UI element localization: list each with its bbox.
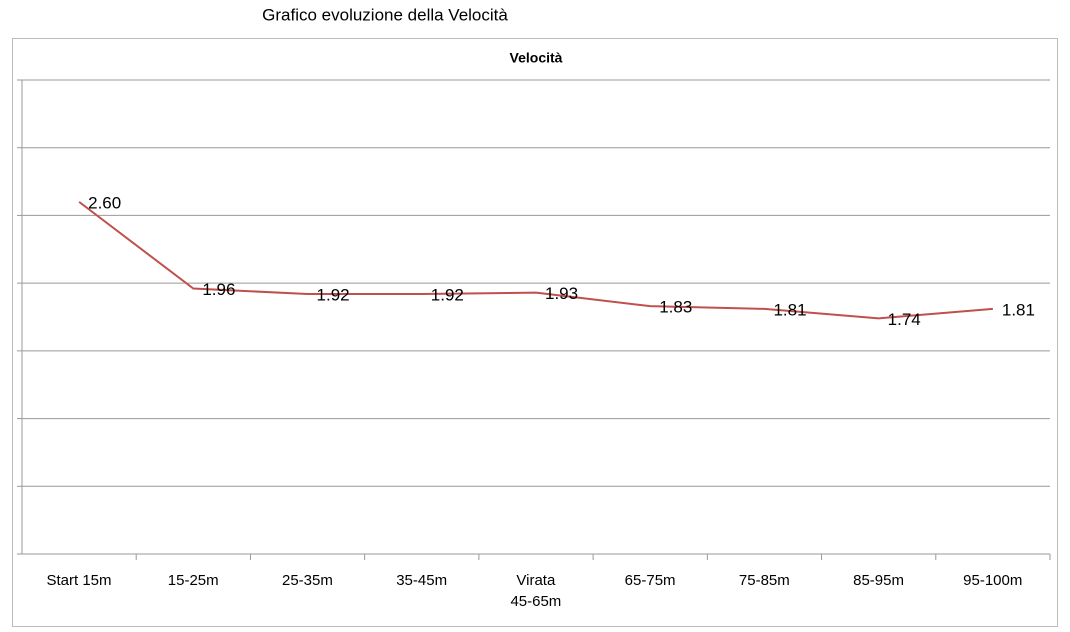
data-label: 1.92: [431, 285, 464, 304]
data-label: 1.96: [202, 280, 235, 299]
data-label: 1.74: [888, 310, 921, 329]
data-label: 2.60: [88, 193, 121, 212]
data-label: 1.92: [317, 285, 350, 304]
chart-title: Velocità: [510, 50, 563, 66]
x-tick-label: 75-85m: [738, 572, 790, 589]
line: [78, 201, 993, 320]
x-tick-label: 95-100m: [963, 572, 1023, 589]
data-label: 1.81: [773, 300, 806, 319]
x-tick-label: 15-25m: [167, 572, 219, 589]
page-title: Grafico evoluzione della Velocità: [262, 5, 508, 24]
x-tick-label: 25-35m: [282, 572, 333, 589]
x-tick-label: Virata 45-65m: [510, 572, 562, 610]
chart-frame: [12, 38, 1058, 627]
x-tick-label: 35-45m: [396, 572, 448, 589]
x-tick-label: Start 15m: [46, 572, 112, 589]
x-tick-label: 65-75m: [624, 572, 676, 589]
data-label: 1.81: [1002, 300, 1035, 319]
data-label: 1.83: [659, 298, 692, 317]
x-tick-label: 85-95m: [853, 572, 904, 589]
data-label: 1.93: [545, 284, 578, 303]
